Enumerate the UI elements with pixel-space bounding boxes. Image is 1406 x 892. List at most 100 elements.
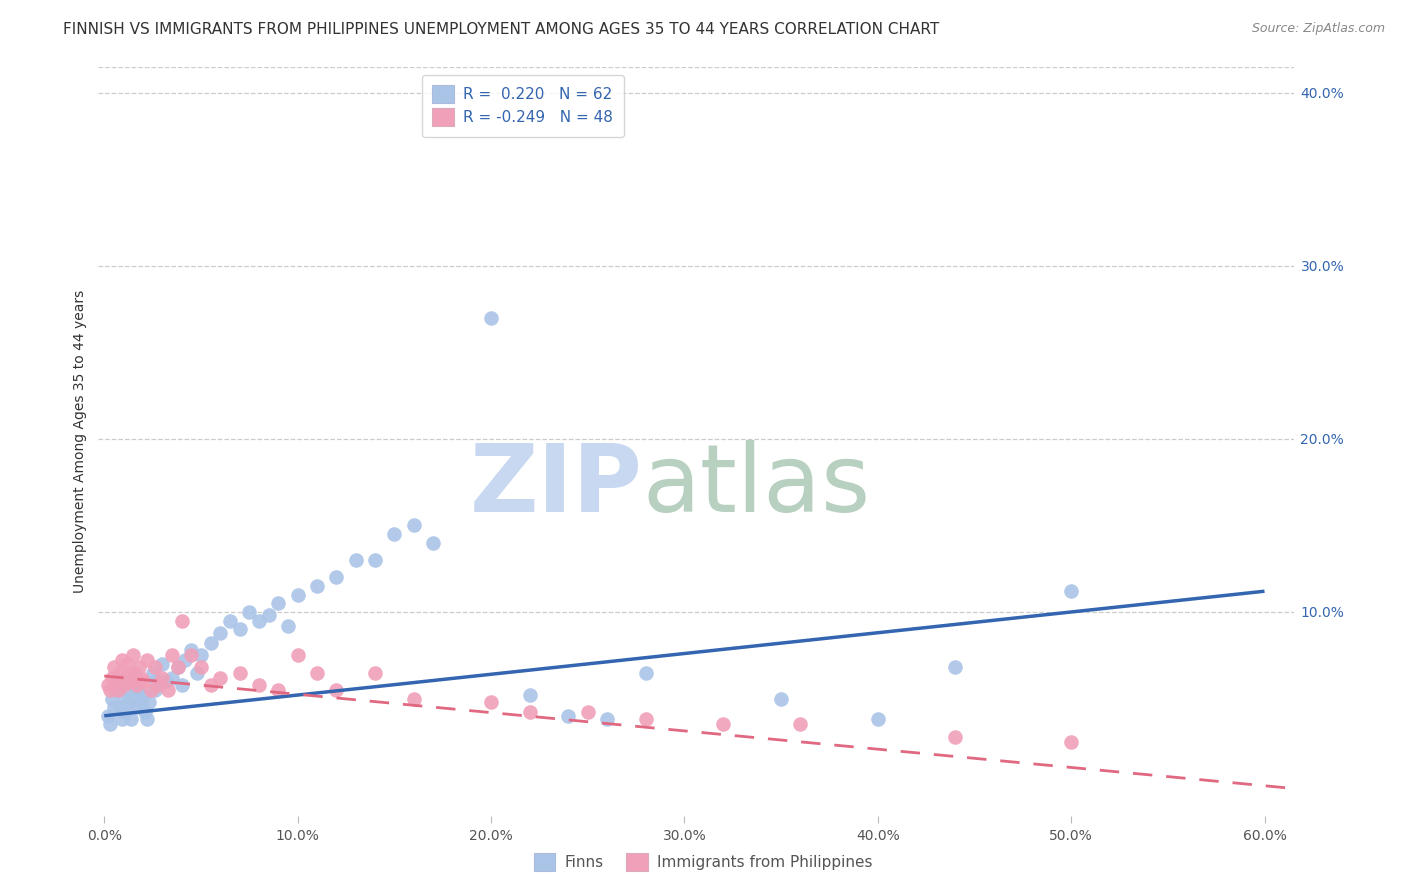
- Point: [150, 671, 173, 685]
- Point: [325, 570, 347, 584]
- Point: [135, 712, 157, 726]
- Point: [120, 674, 142, 689]
- Point: [122, 648, 145, 663]
- Point: [634, 665, 657, 680]
- Point: [148, 678, 170, 692]
- Point: [422, 535, 444, 549]
- Point: [287, 588, 309, 602]
- Point: [104, 674, 127, 689]
- Point: [97, 708, 120, 723]
- Point: [150, 657, 173, 671]
- Point: [174, 653, 197, 667]
- Point: [98, 682, 121, 697]
- Point: [519, 706, 541, 720]
- Point: [129, 695, 152, 709]
- Point: [127, 678, 149, 692]
- Point: [576, 706, 599, 720]
- Point: [98, 717, 121, 731]
- Point: [118, 665, 141, 680]
- Point: [305, 665, 328, 680]
- Point: [155, 674, 177, 689]
- Point: [101, 691, 124, 706]
- Point: [789, 717, 811, 731]
- Point: [114, 671, 136, 685]
- Point: [122, 691, 145, 706]
- Legend: Finns, Immigrants from Philippines: Finns, Immigrants from Philippines: [527, 847, 879, 877]
- Point: [143, 660, 166, 674]
- Point: [228, 622, 250, 636]
- Point: [132, 688, 155, 702]
- Point: [111, 653, 134, 667]
- Point: [166, 660, 188, 674]
- Point: [325, 682, 347, 697]
- Point: [124, 671, 146, 685]
- Text: ZIP: ZIP: [470, 441, 643, 533]
- Point: [1060, 584, 1083, 599]
- Point: [364, 553, 387, 567]
- Point: [247, 614, 270, 628]
- Text: FINNISH VS IMMIGRANTS FROM PHILIPPINES UNEMPLOYMENT AMONG AGES 35 TO 44 YEARS CO: FINNISH VS IMMIGRANTS FROM PHILIPPINES U…: [63, 22, 939, 37]
- Point: [711, 717, 734, 731]
- Point: [186, 665, 208, 680]
- Point: [247, 678, 270, 692]
- Point: [134, 706, 156, 720]
- Point: [117, 657, 139, 671]
- Point: [557, 708, 579, 723]
- Point: [170, 614, 193, 628]
- Point: [402, 691, 425, 706]
- Point: [209, 671, 232, 685]
- Point: [160, 648, 183, 663]
- Point: [107, 674, 129, 689]
- Point: [132, 674, 155, 689]
- Point: [267, 596, 290, 610]
- Point: [103, 700, 125, 714]
- Text: atlas: atlas: [643, 441, 870, 533]
- Point: [112, 691, 135, 706]
- Point: [117, 682, 139, 697]
- Point: [344, 553, 367, 567]
- Point: [142, 665, 165, 680]
- Point: [190, 648, 212, 663]
- Text: Source: ZipAtlas.com: Source: ZipAtlas.com: [1251, 22, 1385, 36]
- Point: [257, 608, 280, 623]
- Point: [277, 619, 299, 633]
- Point: [219, 614, 242, 628]
- Point: [479, 695, 502, 709]
- Point: [157, 682, 180, 697]
- Point: [120, 712, 142, 726]
- Point: [127, 700, 149, 714]
- Point: [200, 636, 222, 650]
- Point: [479, 310, 502, 325]
- Point: [1060, 735, 1083, 749]
- Point: [228, 665, 250, 680]
- Point: [364, 665, 387, 680]
- Point: [112, 674, 135, 689]
- Point: [124, 665, 146, 680]
- Point: [943, 730, 966, 744]
- Point: [402, 518, 425, 533]
- Point: [108, 700, 131, 714]
- Point: [943, 660, 966, 674]
- Point: [382, 527, 405, 541]
- Point: [108, 665, 131, 680]
- Point: [111, 712, 134, 726]
- Point: [160, 671, 183, 685]
- Point: [107, 682, 129, 697]
- Point: [138, 695, 160, 709]
- Point: [596, 712, 619, 726]
- Point: [129, 671, 152, 685]
- Point: [104, 682, 127, 697]
- Point: [122, 678, 145, 692]
- Point: [118, 695, 141, 709]
- Point: [770, 691, 793, 706]
- Point: [128, 660, 150, 674]
- Point: [170, 678, 193, 692]
- Point: [190, 660, 212, 674]
- Point: [305, 579, 328, 593]
- Point: [135, 653, 157, 667]
- Point: [97, 678, 120, 692]
- Point: [139, 682, 162, 697]
- Point: [267, 682, 290, 697]
- Point: [180, 643, 202, 657]
- Point: [101, 671, 124, 685]
